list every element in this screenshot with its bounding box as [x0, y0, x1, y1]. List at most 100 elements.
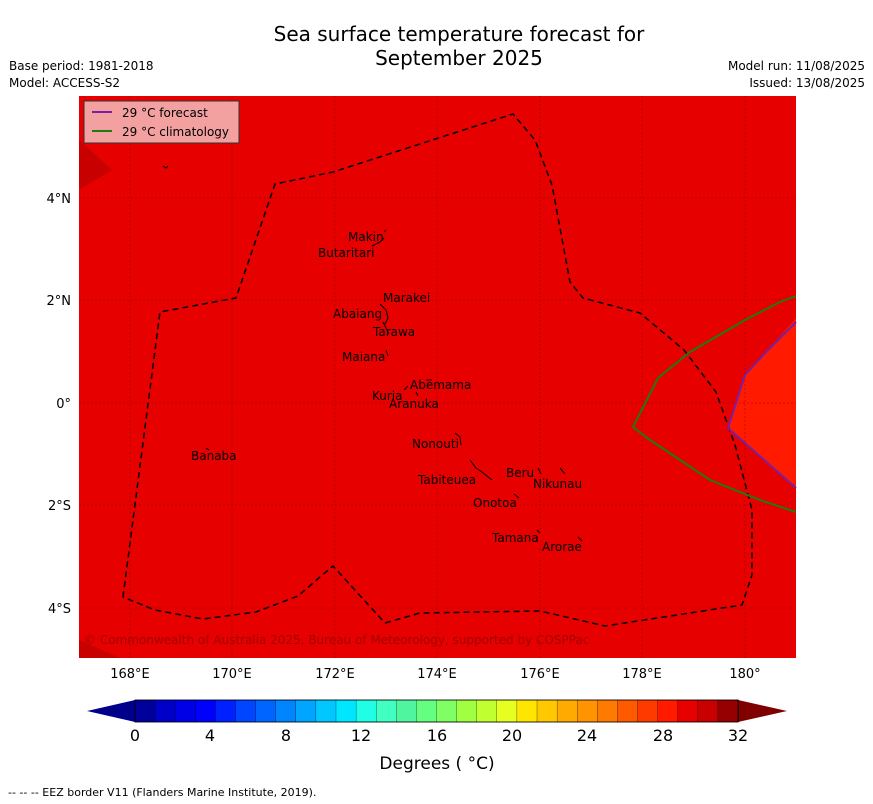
colorbar-over-arrow	[738, 700, 787, 722]
colorbar-cell	[637, 699, 659, 723]
lon-tick-label: 180°	[729, 667, 760, 682]
island-label: Marakei	[383, 291, 430, 305]
island-label: Banaba	[191, 449, 237, 463]
colorbar-under-arrow	[87, 700, 135, 722]
lon-tick-label: 174°E	[417, 667, 457, 682]
lat-tick-label: 2°N	[47, 294, 72, 309]
colorbar-cell	[597, 699, 619, 723]
colorbar-cell	[657, 699, 679, 723]
colorbar-cell	[516, 699, 538, 723]
map-background	[79, 96, 796, 658]
issued-text: Issued: 13/08/2025	[749, 76, 865, 90]
colorbar-cell	[255, 699, 277, 723]
colorbar-cell	[355, 699, 377, 723]
colorbar-cell	[215, 699, 237, 723]
colorbar-cell	[295, 699, 317, 723]
map-darker-region-south	[79, 640, 120, 658]
lon-tick-label: 178°E	[622, 667, 662, 682]
colorbar-cell	[315, 699, 337, 723]
map-title-line1: Sea surface temperature forecast for	[273, 22, 645, 46]
colorbar-tick-label: 32	[728, 726, 748, 745]
island-label: Abaiang	[333, 307, 382, 321]
island-label: Maiana	[342, 350, 385, 364]
island-label: Tabiteuea	[417, 473, 476, 487]
island-shapes	[162, 165, 583, 542]
colorbar-tick-label: 4	[205, 726, 215, 745]
eez-footer-note: -- -- -- EEZ border V11 (Flanders Marine…	[8, 786, 317, 799]
map-title: Sea surface temperature forecast for Sep…	[0, 22, 873, 70]
copyright-text: © Commonwealth of Australia 2025, Bureau…	[84, 633, 589, 647]
island-label: Onotoa	[473, 496, 517, 510]
colorbar-cell	[496, 699, 518, 723]
colorbar-tick-label: 28	[653, 726, 673, 745]
colorbar-cell	[134, 699, 156, 723]
map-gridlines	[79, 96, 796, 658]
colorbar-cell	[436, 699, 458, 723]
colorbar-tick-label: 16	[427, 726, 447, 745]
island-label: Aranuka	[389, 397, 439, 411]
island-label: Makin	[348, 230, 384, 244]
map-darker-region-west	[79, 140, 112, 190]
colorbar-cell	[536, 699, 558, 723]
eez-border	[122, 113, 753, 627]
lon-tick-label: 168°E	[110, 667, 150, 682]
island-label: Arorae	[542, 540, 582, 554]
island-label: Kuria	[372, 389, 403, 403]
lat-tick-label: 0°	[56, 397, 71, 412]
island-label: Nonouti	[412, 437, 459, 451]
colorbar-cell	[154, 699, 176, 723]
colorbar-cell	[396, 699, 418, 723]
lat-tick-label: 2°S	[48, 499, 71, 514]
colorbar-cell	[335, 699, 357, 723]
lat-tick-label: 4°N	[47, 192, 72, 207]
colorbar-title: Degrees ( °C)	[379, 754, 494, 774]
longitude-axis: 168°E 170°E 172°E 174°E 176°E 178°E 180°	[110, 667, 760, 682]
colorbar-cell	[577, 699, 599, 723]
island-label: Tarawa	[372, 325, 415, 339]
colorbar-tick-label: 0	[130, 726, 140, 745]
island-label: Nikunau	[533, 477, 582, 491]
colorbar-cell	[195, 699, 217, 723]
colorbar-frame	[134, 699, 739, 723]
map-legend: 29 °C forecast 29 °C climatology	[83, 100, 240, 144]
map-title-line2: September 2025	[375, 46, 543, 70]
model-name-text: Model: ACCESS-S2	[9, 76, 121, 90]
colorbar-tick-label: 12	[351, 726, 371, 745]
colorbar-cell	[556, 699, 578, 723]
lon-tick-label: 170°E	[212, 667, 252, 682]
colorbar-cell	[617, 699, 639, 723]
lon-tick-label: 172°E	[315, 667, 355, 682]
island-label: Tamana	[491, 531, 539, 545]
colorbar-cell	[717, 699, 739, 723]
lon-tick-label: 176°E	[520, 667, 560, 682]
colorbar-tick-label: 20	[502, 726, 522, 745]
colorbar-cell	[275, 699, 297, 723]
colorbar-cell	[697, 699, 719, 723]
run-info: Model run: 11/08/2025 Issued: 13/08/2025	[728, 58, 865, 92]
island-labels: Makin Butaritari Marakei Abaiang Tarawa …	[191, 230, 582, 554]
colorbar-ticks: 0 4 8 12 16 20 24 28 32	[130, 726, 748, 745]
colorbar-tick-label: 8	[281, 726, 291, 745]
island-label: Beru	[506, 466, 534, 480]
island-label: Butaritari	[318, 246, 375, 260]
climatology-contour-line	[631, 295, 797, 513]
model-run-text: Model run: 11/08/2025	[727, 59, 865, 73]
colorbar-tick-label: 24	[577, 726, 597, 745]
colorbar-cell	[476, 699, 498, 723]
map-warmer-region	[728, 318, 796, 488]
colorbar	[87, 699, 787, 723]
model-info: Base period: 1981-2018 Model: ACCESS-S2	[9, 58, 154, 92]
colorbar-cell	[416, 699, 438, 723]
lat-tick-label: 4°S	[48, 602, 71, 617]
colorbar-cell	[677, 699, 699, 723]
legend-climatology-label: 29 °C climatology	[122, 125, 229, 139]
colorbar-cells	[134, 699, 739, 723]
forecast-contour-line	[726, 321, 797, 489]
island-label: Abemama	[410, 378, 471, 392]
colorbar-cell	[456, 699, 478, 723]
latitude-axis: 4°N 2°N 0° 2°S 4°S	[47, 192, 72, 617]
colorbar-cell	[376, 699, 398, 723]
colorbar-cell	[175, 699, 197, 723]
legend-forecast-label: 29 °C forecast	[122, 106, 208, 120]
